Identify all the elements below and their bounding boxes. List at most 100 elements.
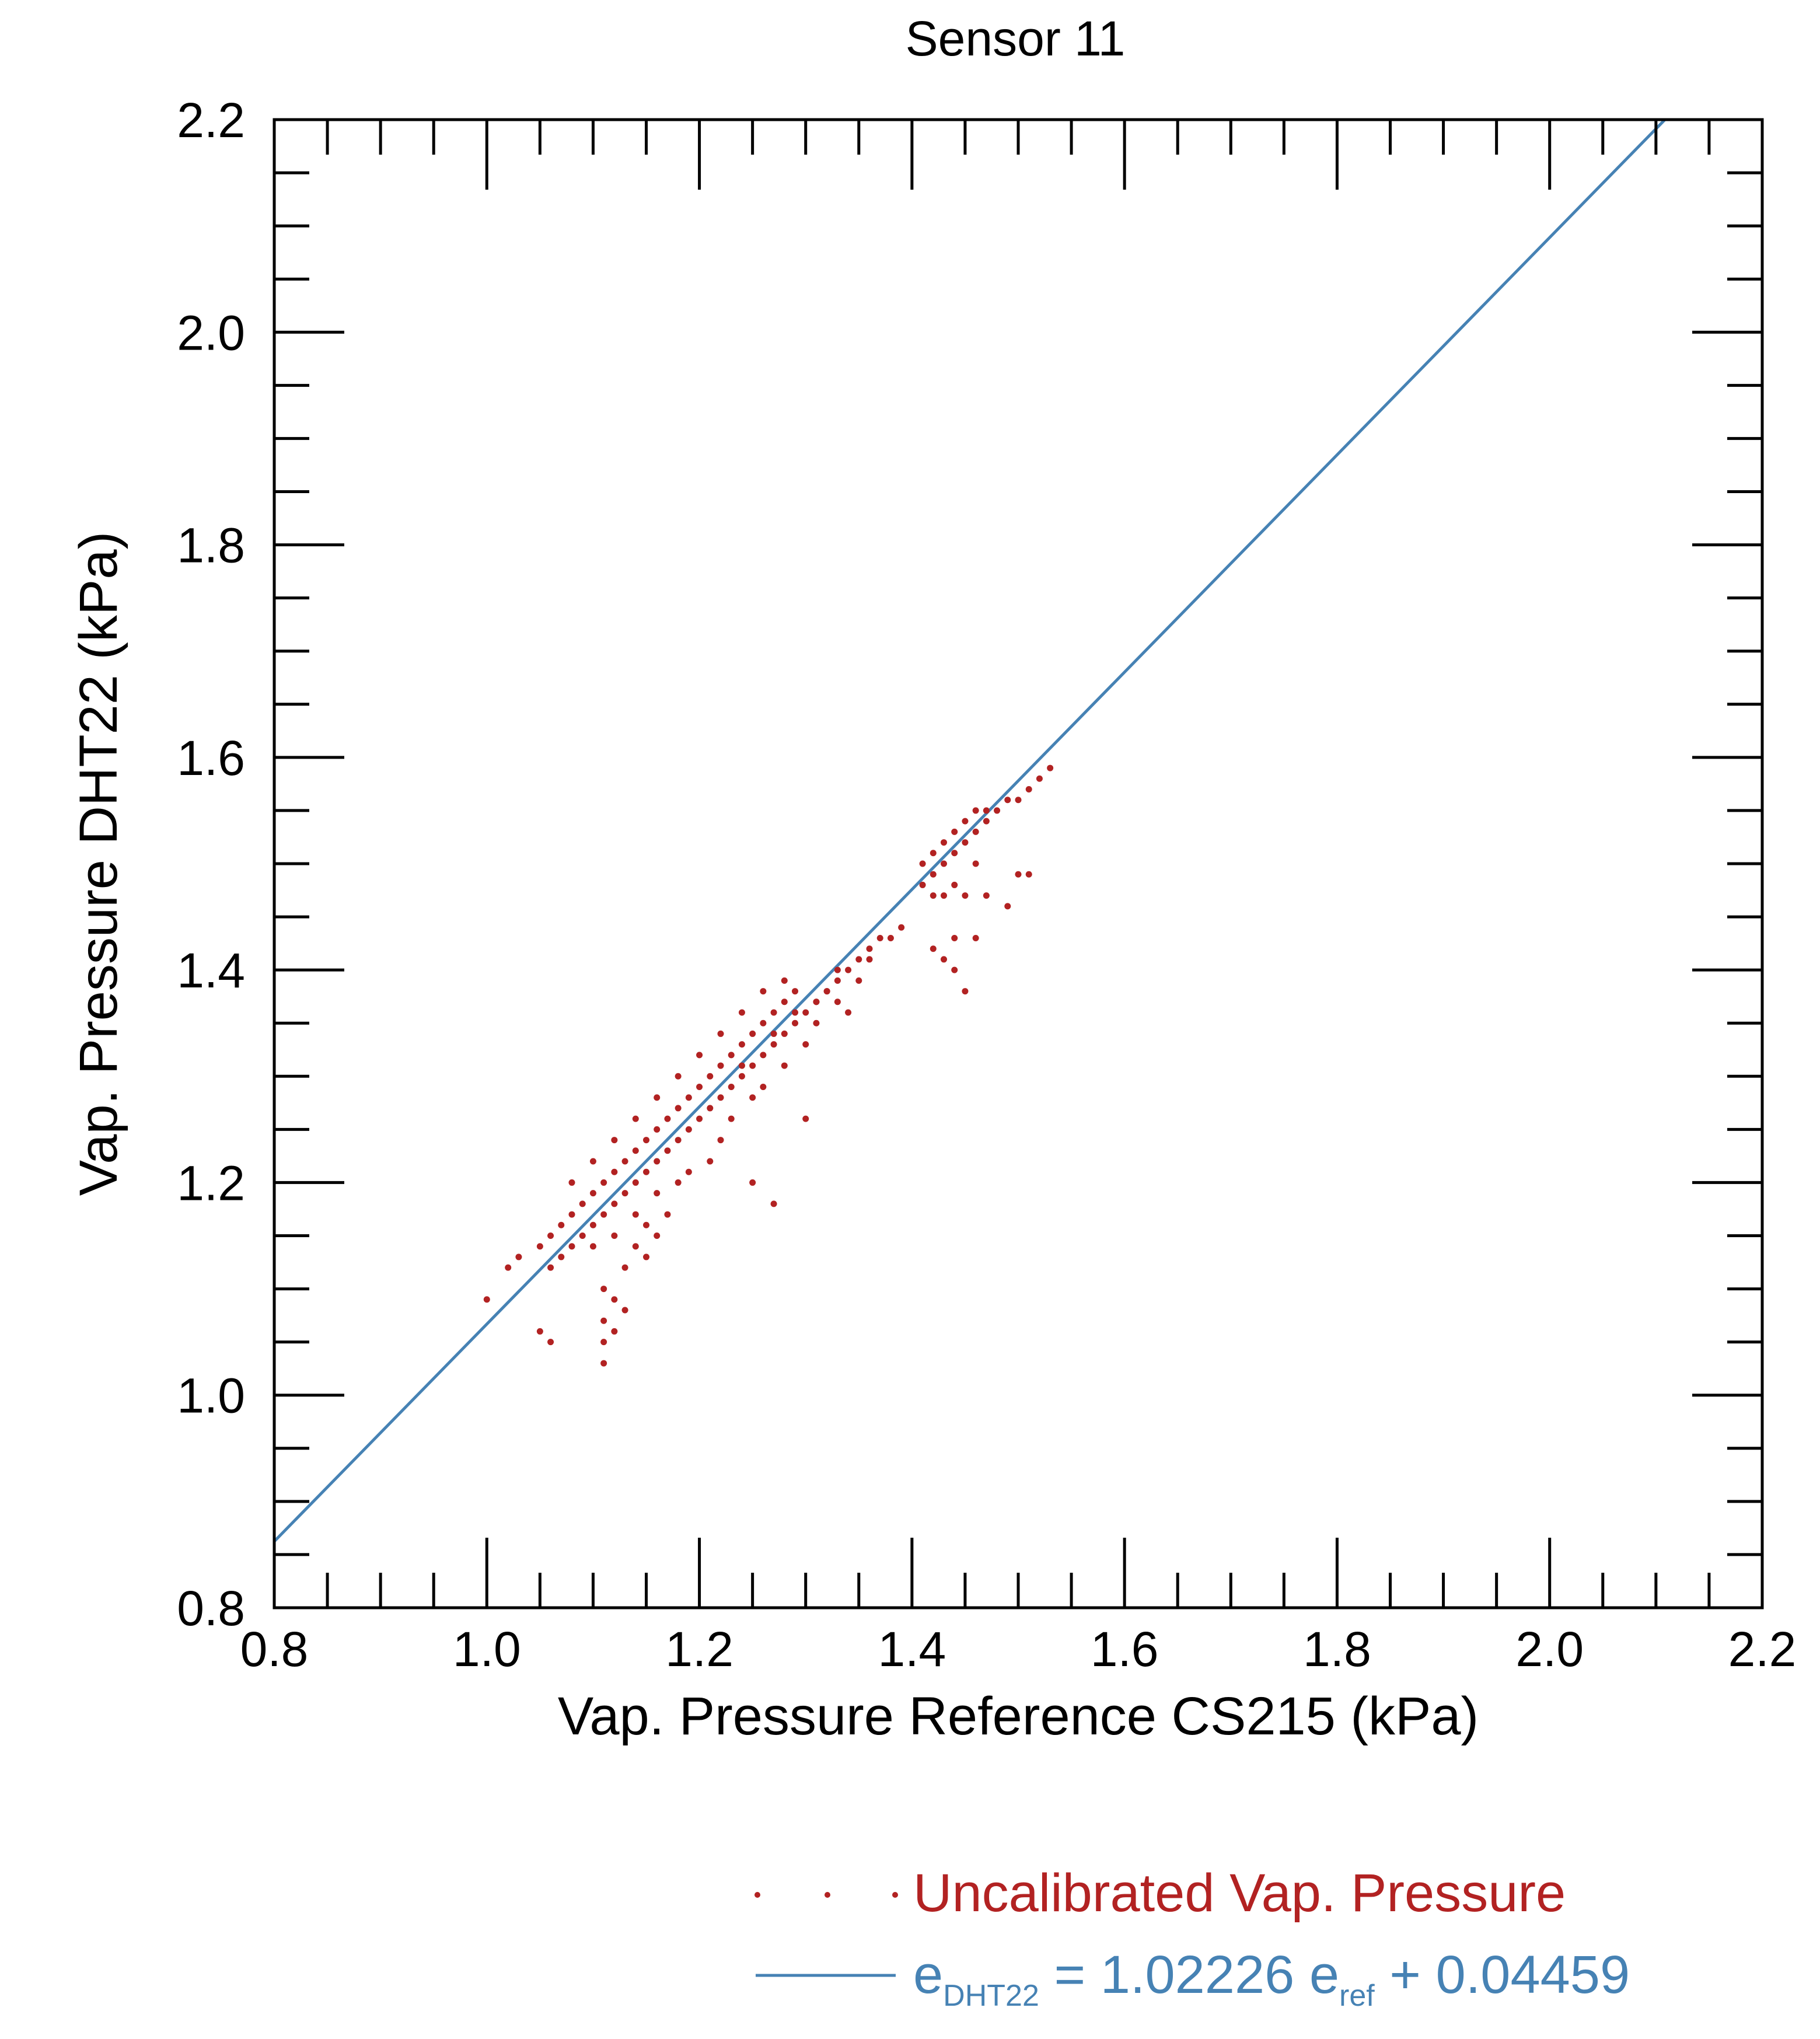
scatter-point [728,1052,735,1059]
scatter-point [749,1094,756,1101]
scatter-point [568,1243,575,1250]
scatter-point [611,1296,618,1303]
scatter-point [1036,775,1043,782]
x-tick-label: 2.0 [1515,1622,1584,1677]
scatter-point [600,1339,607,1346]
scatter-point [738,1009,745,1016]
scatter-point [547,1339,554,1346]
scatter-point [675,1073,682,1080]
scatter-point [941,892,947,899]
scatter-point [972,828,979,835]
y-tick-label: 2.2 [177,93,245,148]
scatter-point [962,818,969,825]
scatter-point [717,1137,724,1144]
y-axis-label: Vap. Pressure DHT22 (kPa) [69,532,128,1196]
scatter-point [696,1115,703,1122]
scatter-point [770,1030,777,1037]
scatter-point [781,1062,788,1069]
scatter-point [983,807,990,814]
scatter-point [536,1328,543,1335]
scatter-point [1025,871,1032,878]
scatter-point [717,1094,724,1101]
scatter-point [632,1147,639,1154]
scatter-point [781,998,788,1005]
scatter-point [611,1168,618,1175]
x-axis-ticks: 0.8 1.0 1.2 1.4 1.6 1.8 2.0 2.2 [240,120,1796,1677]
scatter-point [654,1233,661,1239]
scatter-point [568,1211,575,1218]
scatter-point [983,892,990,899]
fit-intercept: + 0.04459 [1375,1945,1630,2005]
scatter-point [589,1158,596,1165]
scatter-point [696,1052,703,1059]
scatter-point [505,1264,512,1271]
scatter-point [834,977,841,984]
scatter-point [749,1030,756,1037]
scatter-point [951,966,958,973]
scatter-point [611,1137,618,1144]
scatter-point [621,1190,628,1197]
scatter-point [941,860,947,867]
scatter-point [568,1179,575,1186]
scatter-point [972,860,979,867]
scatter-point [792,1020,798,1027]
fit-sub-dht22: DHT22 [943,1979,1039,2013]
fit-line-group [273,118,1667,1543]
scatter-point [643,1254,649,1261]
scatter-point [707,1158,714,1165]
scatter-point [632,1243,639,1250]
scatter-point [962,988,969,995]
scatter-point [1004,903,1011,910]
x-tick-label: 0.8 [240,1622,309,1677]
scatter-point [685,1094,692,1101]
scatter-point [654,1158,661,1165]
scatter-point [930,892,937,899]
scatter-point [707,1105,714,1112]
scatter-point [898,924,905,931]
y-tick-label: 1.6 [177,731,245,785]
scatter-point [611,1200,618,1207]
scatter-point [558,1221,565,1228]
scatter-point [728,1084,735,1090]
scatter-point [866,945,873,952]
y-tick-label: 1.4 [177,943,245,998]
scatter-point [675,1137,682,1144]
scatter-point [600,1211,607,1218]
scatter-point [621,1264,628,1271]
scatter-point [664,1147,671,1154]
scatter-point [1025,786,1032,792]
fit-equals-coef: = 1.02226 e [1039,1945,1339,2005]
scatter-point [547,1264,554,1271]
scatter-point [972,935,979,941]
scatter-point [579,1200,586,1207]
scatter-point [749,1062,756,1069]
fit-sub-ref: ref [1339,1979,1375,2013]
scatter-point [558,1254,565,1261]
scatter-point [536,1243,543,1250]
scatter-point [717,1062,724,1069]
scatter-point [760,1084,767,1090]
scatter-point [738,1041,745,1048]
y-tick-label: 2.0 [177,305,245,360]
scatter-point [728,1115,735,1122]
scatter-point [823,988,830,995]
scatter-point [781,977,788,984]
scatter-point [589,1243,596,1250]
scatter-point [611,1328,618,1335]
scatter-point [983,818,990,825]
plot-area: 0.8 1.0 1.2 1.4 1.6 1.8 2.0 2.2 0.8 1.0 1.2 1.4 1.6… [177,93,1796,1677]
scatter-point [738,1062,745,1069]
scatter-point [654,1190,661,1197]
scatter-point [1004,797,1011,804]
scatter-point [876,935,883,941]
scatter-point [589,1190,596,1197]
scatter-point [685,1126,692,1133]
scatter-point [611,1233,618,1239]
scatter-point [1047,764,1054,771]
scatter-point [887,935,894,941]
scatter-point [632,1179,639,1186]
scatter-point [600,1360,607,1367]
scatter-point [654,1126,661,1133]
scatter-point [1015,797,1022,804]
scatter-point [813,1020,820,1027]
